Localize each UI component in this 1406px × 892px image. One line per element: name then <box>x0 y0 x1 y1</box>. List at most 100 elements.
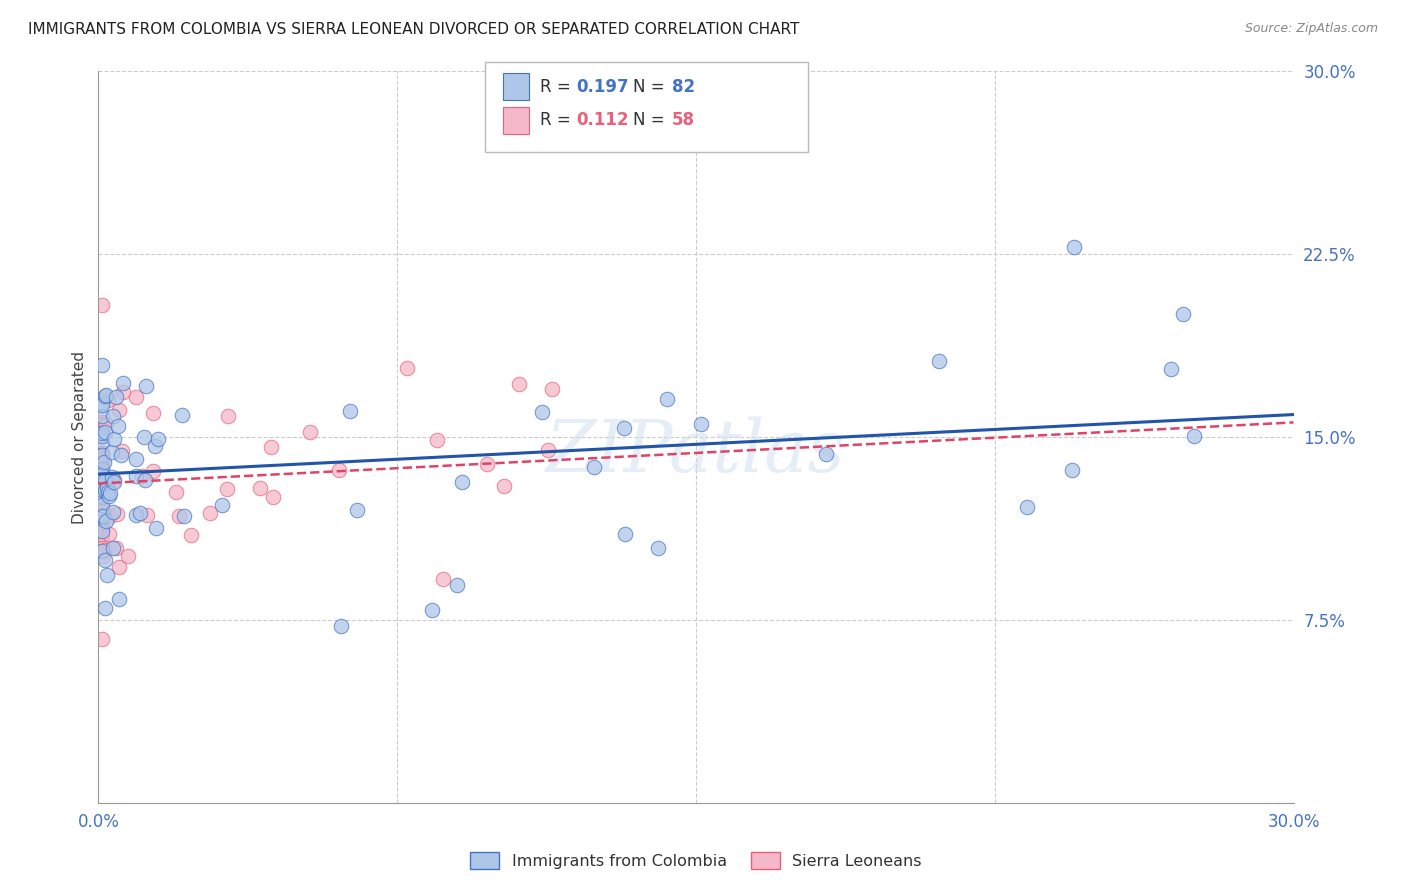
Text: IMMIGRANTS FROM COLOMBIA VS SIERRA LEONEAN DIVORCED OR SEPARATED CORRELATION CHA: IMMIGRANTS FROM COLOMBIA VS SIERRA LEONE… <box>28 22 800 37</box>
Point <box>1160 362 1182 376</box>
Point <box>537 443 560 458</box>
Point <box>475 457 498 471</box>
Point <box>91 358 114 372</box>
Point <box>299 425 322 439</box>
Point <box>142 406 165 420</box>
Point <box>117 549 139 563</box>
Point <box>173 509 195 524</box>
Point <box>124 468 146 483</box>
Point <box>91 428 114 442</box>
Text: 0.112: 0.112 <box>576 112 628 129</box>
Point <box>91 477 114 491</box>
Point <box>420 603 443 617</box>
Point <box>91 632 114 647</box>
Point <box>96 568 118 582</box>
Text: ZIPatlas: ZIPatlas <box>546 417 846 487</box>
Point <box>134 474 156 488</box>
Point <box>101 505 124 519</box>
Point <box>451 475 474 489</box>
Point <box>110 448 132 462</box>
Point <box>1062 463 1084 477</box>
Point <box>91 549 114 563</box>
Point <box>91 487 114 501</box>
Point <box>103 541 125 555</box>
Point <box>91 462 114 476</box>
Point <box>125 452 148 467</box>
Point <box>91 522 114 536</box>
Point <box>91 451 114 466</box>
Point <box>91 490 114 504</box>
Point <box>91 426 114 441</box>
Point <box>103 432 125 446</box>
Point <box>91 524 114 538</box>
Point <box>262 490 284 504</box>
Text: 58: 58 <box>672 112 695 129</box>
Point <box>105 507 128 521</box>
Point <box>91 502 114 516</box>
Point <box>91 298 114 312</box>
Point <box>145 520 167 534</box>
Point <box>91 420 114 434</box>
Point <box>328 463 350 477</box>
Point <box>1182 429 1205 443</box>
Point <box>91 446 114 460</box>
Point <box>124 508 146 522</box>
Point <box>91 504 114 518</box>
Point <box>165 484 187 499</box>
Point <box>96 514 118 528</box>
Point <box>97 526 120 541</box>
Point <box>167 509 190 524</box>
Point <box>129 507 152 521</box>
Point <box>125 390 148 404</box>
Point <box>396 361 419 376</box>
Point <box>530 405 553 419</box>
Point <box>91 533 114 548</box>
Point <box>101 470 124 484</box>
Text: ■: ■ <box>506 77 526 96</box>
Point <box>170 409 193 423</box>
Point <box>91 483 114 497</box>
Text: R =: R = <box>540 112 576 129</box>
Point <box>217 409 239 423</box>
Point <box>91 541 114 555</box>
Point <box>97 393 120 408</box>
Point <box>94 483 117 497</box>
Point <box>91 396 114 410</box>
Point <box>426 433 449 447</box>
Point <box>655 392 678 406</box>
Point <box>112 376 135 390</box>
Point <box>107 419 129 434</box>
Point <box>136 508 159 522</box>
Point <box>97 490 120 504</box>
Point <box>91 415 114 429</box>
Point <box>211 498 233 512</box>
Point <box>96 481 118 495</box>
Point <box>492 479 515 493</box>
Point <box>583 460 606 475</box>
Point <box>91 473 114 487</box>
Point <box>107 402 129 417</box>
Legend: Immigrants from Colombia, Sierra Leoneans: Immigrants from Colombia, Sierra Leonean… <box>464 846 928 875</box>
Point <box>198 506 221 520</box>
Point <box>94 552 117 566</box>
Point <box>928 354 950 368</box>
Text: 82: 82 <box>672 78 695 95</box>
Text: N =: N = <box>633 78 669 95</box>
Point <box>93 455 115 469</box>
Point <box>100 444 122 458</box>
Point <box>249 481 271 495</box>
Point <box>94 388 117 402</box>
Point <box>91 417 114 431</box>
Point <box>108 591 131 606</box>
Point <box>91 527 114 541</box>
Point <box>665 81 688 95</box>
Point <box>94 417 117 432</box>
Point <box>814 447 837 461</box>
Text: ■: ■ <box>506 111 526 130</box>
Point <box>132 430 155 444</box>
Point <box>91 434 114 449</box>
Point <box>91 521 114 535</box>
Point <box>101 409 124 423</box>
Point <box>614 526 637 541</box>
Point <box>91 446 114 460</box>
